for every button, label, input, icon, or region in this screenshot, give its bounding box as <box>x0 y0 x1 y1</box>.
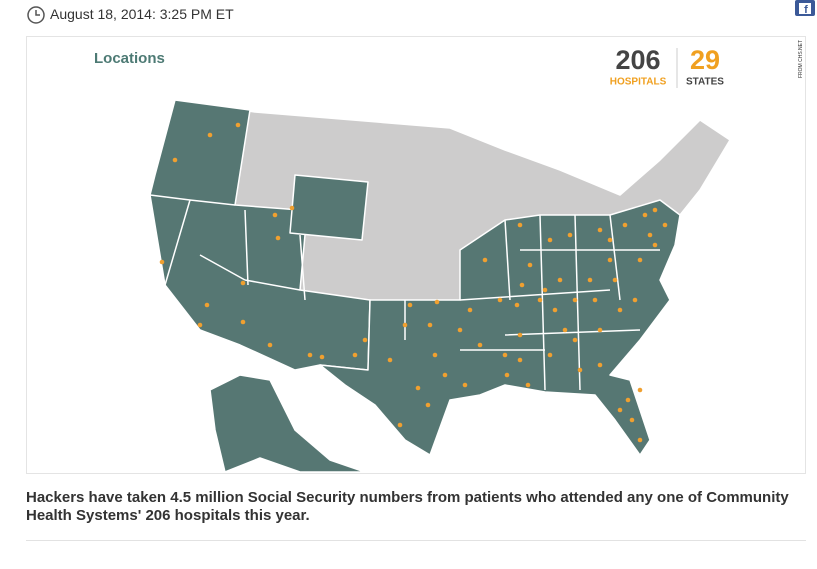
hospital-dot <box>197 322 203 328</box>
hospital-dots <box>159 122 668 443</box>
hospital-dot <box>362 337 368 343</box>
hospital-dot <box>275 235 281 241</box>
hospital-dot <box>617 407 623 413</box>
facebook-button[interactable]: f <box>794 0 816 16</box>
map: Locations 206 HOSPITALS 29 STATES FROM C… <box>94 40 804 473</box>
hospital-dot <box>204 302 210 308</box>
hospitals-label: HOSPITALS <box>610 77 667 88</box>
states-label: STATES <box>686 77 724 88</box>
hospital-dot <box>240 319 246 325</box>
hospital-dot <box>442 372 448 378</box>
hospital-dot <box>407 302 413 308</box>
hospital-dot <box>467 307 473 313</box>
hospital-dot <box>637 437 643 443</box>
map-frame <box>26 36 806 474</box>
hospital-dot <box>352 352 358 358</box>
hospital-dot <box>647 232 653 238</box>
hospital-dot <box>240 280 246 286</box>
hospital-dot <box>514 302 520 308</box>
hospital-dot <box>397 422 403 428</box>
hospital-dot <box>607 257 613 263</box>
hospital-dot <box>425 402 431 408</box>
hospital-dot <box>612 277 618 283</box>
separator <box>26 540 806 541</box>
hospital-dot <box>622 222 628 228</box>
hospital-dot <box>637 257 643 263</box>
hospital-dot <box>552 307 558 313</box>
hospital-dot <box>272 212 278 218</box>
hospital-dot <box>642 212 648 218</box>
hospital-dot <box>497 297 503 303</box>
hospital-dot <box>517 222 523 228</box>
hospital-dot <box>235 122 241 128</box>
hospital-dot <box>477 342 483 348</box>
caption: Hackers have taken 4.5 million Social Se… <box>26 489 789 524</box>
hospital-dot <box>625 397 631 403</box>
hospital-dot <box>307 352 313 358</box>
states-count: 29 <box>690 45 720 75</box>
hospital-dot <box>517 332 523 338</box>
hospital-dot <box>592 297 598 303</box>
hospital-dot <box>572 297 578 303</box>
hospital-dot <box>632 297 638 303</box>
hospital-dot <box>597 227 603 233</box>
hospital-dot <box>637 387 643 393</box>
alaska <box>209 374 366 473</box>
credit: FROM CHS.NET <box>798 40 804 78</box>
hospital-dot <box>457 327 463 333</box>
hospital-dot <box>519 282 525 288</box>
hospital-dot <box>527 262 533 268</box>
hospital-dot <box>504 372 510 378</box>
hospital-dot <box>607 237 613 243</box>
hospitals-count: 206 <box>615 45 660 75</box>
hospital-dot <box>597 362 603 368</box>
hospital-dot <box>562 327 568 333</box>
hospital-dot <box>525 382 531 388</box>
hospital-dot <box>207 132 213 138</box>
hospital-dot <box>387 357 393 363</box>
hospital-dot <box>617 307 623 313</box>
hospital-dot <box>502 352 508 358</box>
map-title: Locations <box>94 50 165 67</box>
hospital-dot <box>267 342 273 348</box>
hospital-dot <box>462 382 468 388</box>
hospital-dot <box>572 337 578 343</box>
timestamp: August 18, 2014: 3:25 PM ET <box>50 6 234 22</box>
hospital-dot <box>542 287 548 293</box>
hospital-dot <box>434 299 440 305</box>
hospital-dot <box>629 417 635 423</box>
south-east-states <box>319 199 681 456</box>
hospital-dot <box>415 385 421 391</box>
state-borders <box>149 194 660 391</box>
hospital-dot <box>517 357 523 363</box>
hospital-dot <box>172 157 178 163</box>
hospital-dot <box>319 354 325 360</box>
hospital-dot <box>557 277 563 283</box>
hospital-dot <box>587 277 593 283</box>
hospital-dot <box>402 322 408 328</box>
hospital-dot <box>662 222 668 228</box>
clock-icon <box>27 6 45 24</box>
hospital-dot <box>427 322 433 328</box>
hospital-dot <box>652 207 658 213</box>
hospital-dot <box>577 367 583 373</box>
hospital-dot <box>597 327 603 333</box>
hospital-dot <box>567 232 573 238</box>
states <box>149 99 731 473</box>
wyoming <box>289 174 369 241</box>
hospital-dot <box>547 237 553 243</box>
svg-text:f: f <box>804 4 808 16</box>
hospital-dot <box>159 259 165 265</box>
hospital-dot <box>537 297 543 303</box>
hospital-dot <box>482 257 488 263</box>
hospital-dot <box>289 205 295 211</box>
hospital-dot <box>547 352 553 358</box>
hospital-dot <box>432 352 438 358</box>
hospital-dot <box>652 242 658 248</box>
